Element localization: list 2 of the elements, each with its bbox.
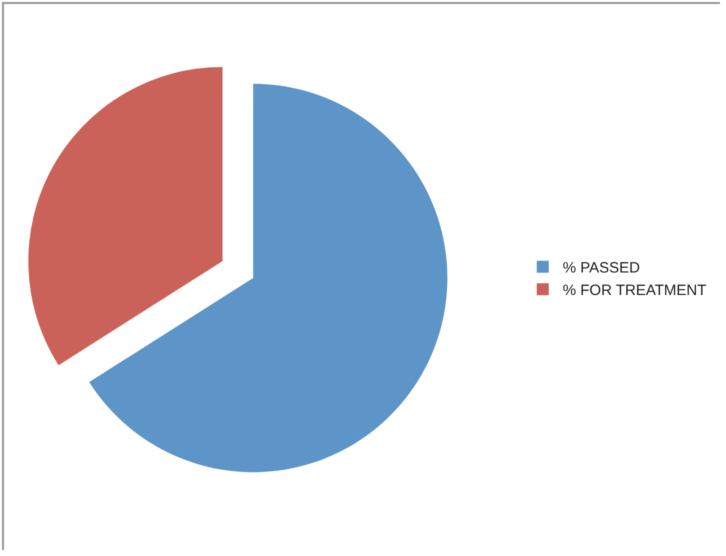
legend-label: % FOR TREATMENT <box>562 282 706 300</box>
legend-label: % PASSED <box>562 260 640 277</box>
